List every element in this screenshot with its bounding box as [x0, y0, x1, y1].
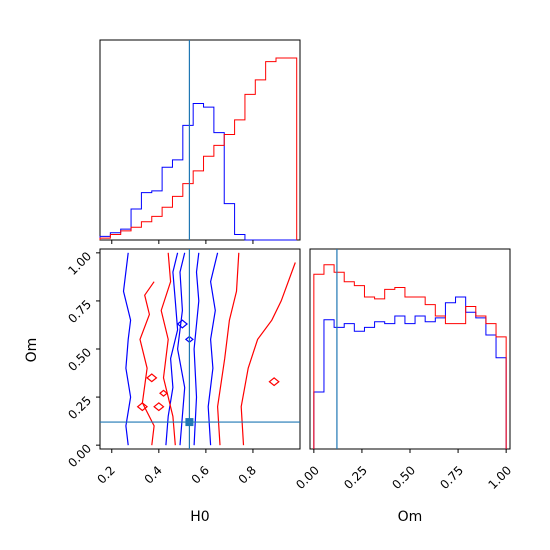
om-histogram-layer — [313, 249, 507, 449]
contour-loop-5 — [176, 319, 189, 329]
h0-histogram-series-1 — [99, 57, 298, 240]
joint-contour-layer — [100, 249, 300, 449]
contour-1-0 — [139, 281, 155, 446]
x-axis-label-h0: H0 — [190, 509, 209, 525]
om-y-tick-label-2: 0.50 — [65, 345, 94, 374]
h0-histogram-series-0 — [99, 103, 297, 241]
contour-loop-1 — [153, 402, 165, 412]
h0-marginal-panel — [99, 39, 301, 241]
contour-loop-3 — [159, 389, 169, 397]
contour-loop-2 — [146, 373, 158, 383]
contour-loop-6 — [184, 335, 194, 344]
h0-tick-label-2: 0.6 — [189, 463, 212, 486]
contour-0-1 — [165, 252, 179, 446]
om-x-tick-label-1: 0.25 — [341, 463, 370, 492]
joint-contour-panel — [99, 248, 301, 450]
om-y-tick-label-0: 0.00 — [65, 441, 94, 470]
contour-loop-4 — [268, 377, 280, 387]
om-y-tick-label-3: 0.75 — [65, 297, 94, 326]
joint-truth-marker — [185, 418, 194, 427]
om-x-tick-label-2: 0.50 — [389, 463, 418, 492]
om-x-tick-label-4: 1.00 — [485, 463, 514, 492]
om-x-tick-label-0: 0.00 — [293, 463, 322, 492]
contour-0-3 — [176, 252, 186, 446]
h0-tick-label-3: 0.8 — [236, 463, 259, 486]
om-marginal-panel — [309, 248, 511, 450]
contour-1-2 — [240, 262, 296, 446]
contour-1-3 — [216, 252, 240, 446]
om-x-tick-label-3: 0.75 — [437, 463, 466, 492]
h0-histogram-layer — [99, 40, 298, 241]
om-y-tick-label-1: 0.25 — [65, 393, 94, 422]
contour-1-1 — [160, 252, 176, 446]
contour-0-2 — [207, 252, 219, 446]
om-histogram-series-1 — [313, 264, 507, 449]
x-axis-label-om: Om — [398, 509, 423, 525]
contour-loop-0 — [136, 402, 149, 412]
contour-0-0 — [122, 252, 132, 446]
om-y-tick-label-4: 1.00 — [65, 249, 94, 278]
h0-tick-label-0: 0.2 — [94, 463, 117, 486]
om-histogram-series-0 — [313, 296, 507, 449]
y-axis-label-om: Om — [24, 338, 40, 363]
h0-tick-label-1: 0.4 — [142, 463, 165, 486]
contour-0-4 — [193, 252, 200, 446]
